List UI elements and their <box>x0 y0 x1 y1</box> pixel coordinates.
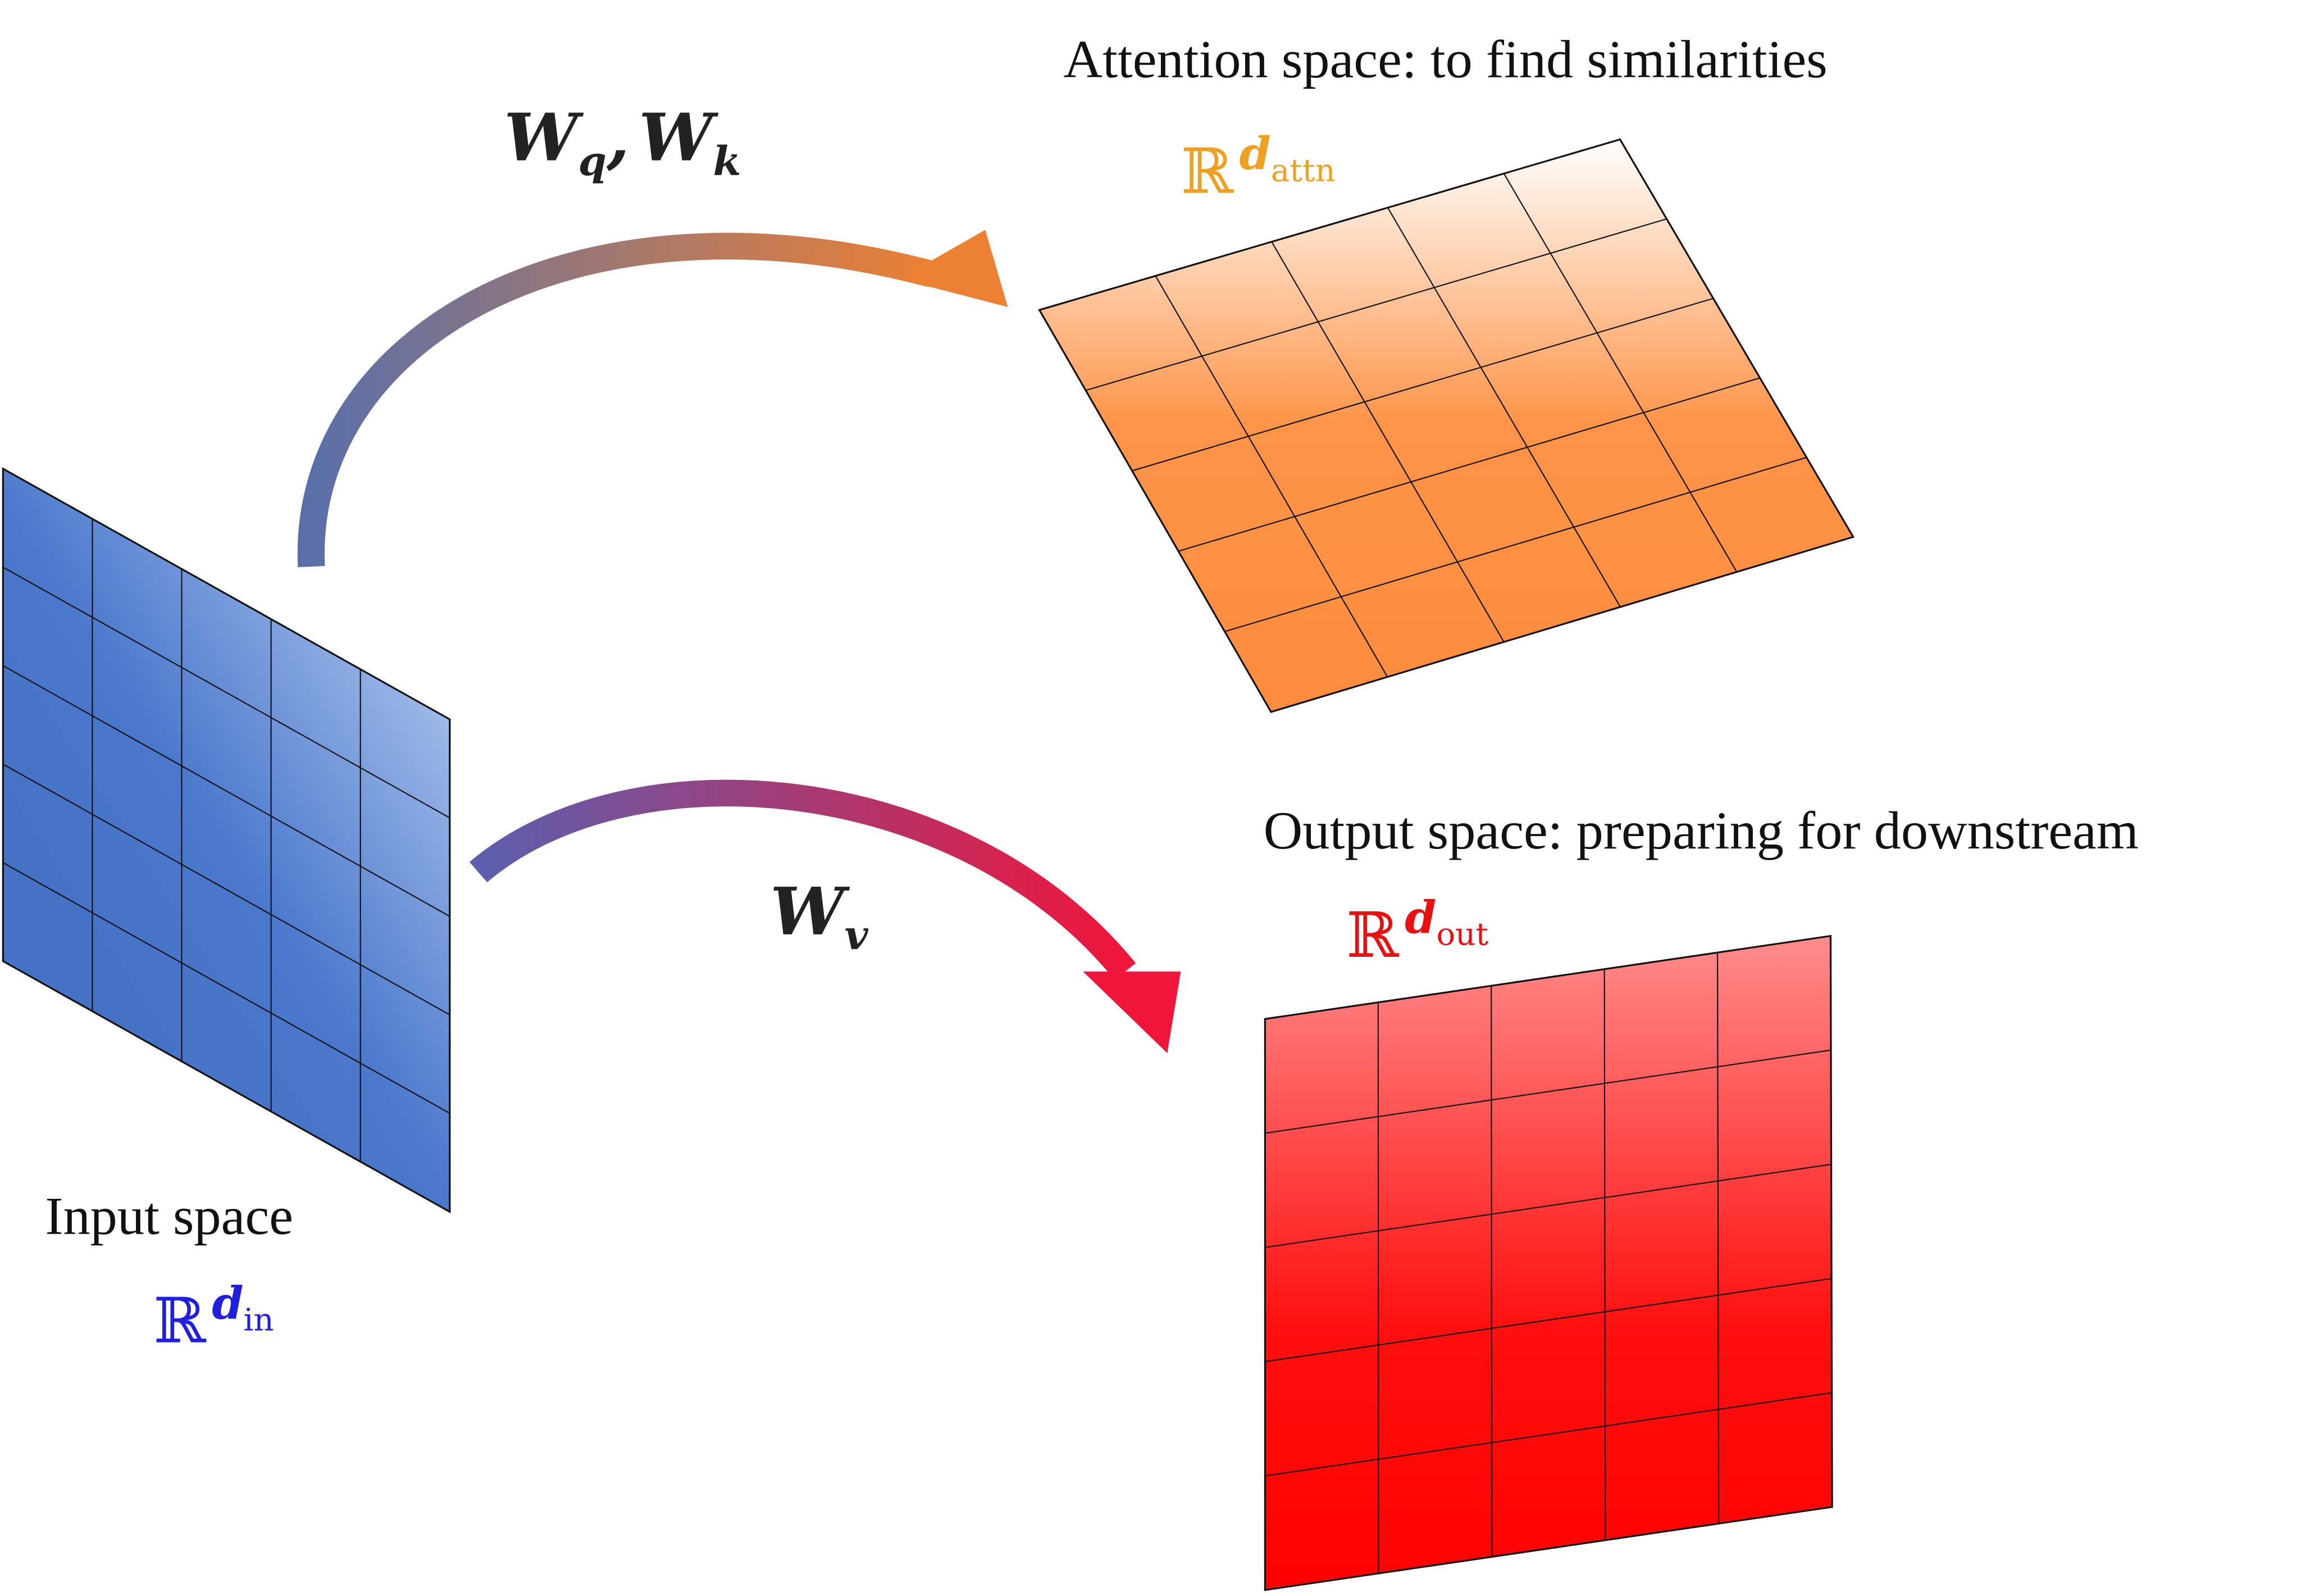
grid-line <box>2 763 450 1016</box>
grid-line <box>1224 457 1807 632</box>
math: ℝ <box>1346 899 1400 971</box>
math: W <box>770 873 850 950</box>
grid-line <box>1265 1049 1831 1134</box>
arrow-head <box>1083 971 1181 1053</box>
grid-line <box>1491 985 1493 1557</box>
space-title: Output space: preparing for downstream <box>1264 801 2139 860</box>
grid-line <box>1155 275 1388 678</box>
math: d <box>212 1277 243 1329</box>
matrix-grid <box>2 467 451 1213</box>
math: out <box>1436 916 1488 953</box>
grid-line <box>1603 969 1606 1540</box>
math: ℝ <box>1181 135 1234 208</box>
matrix-grid <box>1038 138 1855 713</box>
arrow-qk <box>297 232 936 568</box>
math: W <box>639 99 719 176</box>
grids <box>2 138 1855 1591</box>
grid-line <box>1178 377 1760 552</box>
arrow-v <box>469 779 1136 980</box>
arrow-label: Wv <box>770 873 869 959</box>
grid-line <box>1265 1277 1832 1362</box>
grid-line <box>1377 1002 1379 1574</box>
matrix-grid <box>1264 934 1833 1591</box>
grid-line <box>2 567 450 819</box>
math: k <box>713 138 741 184</box>
math: , <box>606 99 630 176</box>
math: d <box>1405 891 1436 943</box>
arrow-head <box>899 230 1008 307</box>
space-title: Input space <box>45 1186 293 1245</box>
math: in <box>244 1302 274 1339</box>
grid-line <box>1085 218 1667 391</box>
math: attn <box>1271 153 1336 189</box>
grid-line <box>1271 241 1505 642</box>
grid-line <box>1265 1392 1832 1477</box>
math: ℝ <box>153 1285 207 1357</box>
space-title: Attention space: to find similarities <box>1064 30 1828 89</box>
arrow-label: Wq, Wk <box>504 99 741 185</box>
math: d <box>1240 127 1271 180</box>
grid-line <box>1132 298 1714 472</box>
grid-line <box>1387 207 1621 608</box>
math: q <box>578 138 607 184</box>
grid-line <box>2 862 450 1114</box>
math: v <box>845 912 869 958</box>
math: W <box>504 99 584 176</box>
grid-line <box>1503 173 1738 573</box>
grid-line <box>1717 952 1720 1524</box>
grid-line <box>1265 1163 1831 1248</box>
grid-line <box>2 665 450 917</box>
